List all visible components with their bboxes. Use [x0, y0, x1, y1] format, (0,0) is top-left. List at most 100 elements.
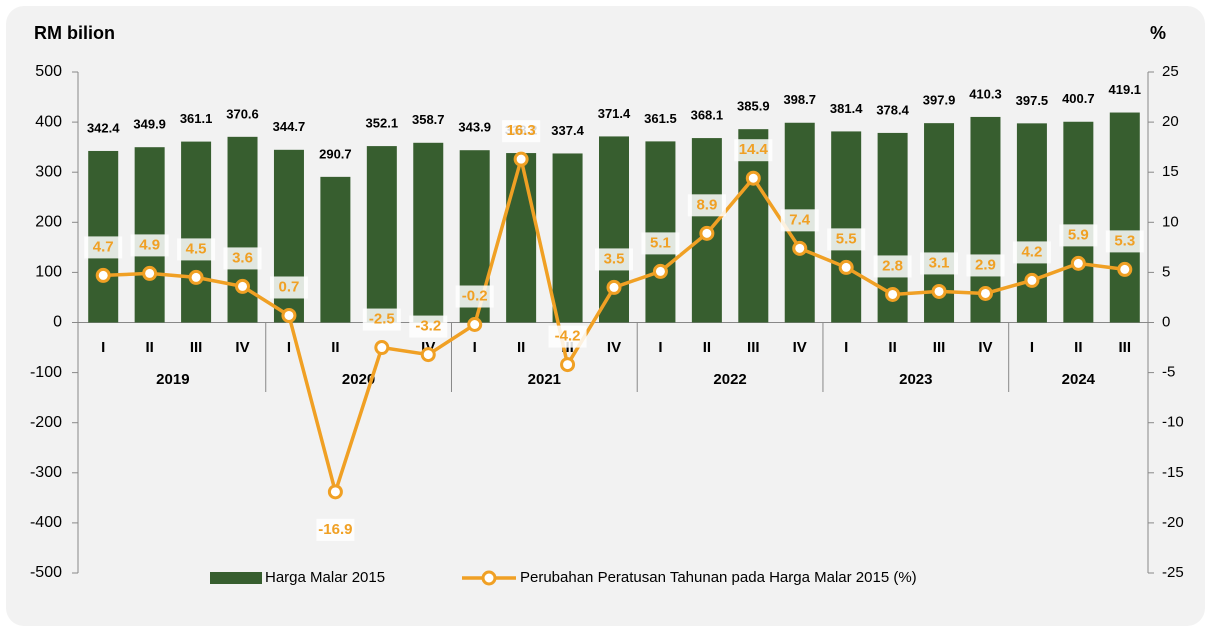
y2-tick-label: 20 — [1162, 113, 1179, 130]
bar-value-label: 344.7 — [273, 119, 306, 134]
line-value-label: 5.3 — [1114, 232, 1135, 249]
bar-value-label: 361.5 — [644, 111, 677, 126]
line-point — [281, 307, 297, 323]
line-point — [1024, 272, 1040, 288]
bar — [738, 129, 769, 323]
bar — [181, 141, 212, 323]
line-label-box — [873, 255, 912, 278]
bar-value-label: 337.4 — [551, 123, 584, 138]
line-label-box — [455, 285, 494, 308]
line-label-box — [177, 238, 216, 261]
line-point — [95, 267, 111, 283]
y-tick-label: 500 — [35, 63, 62, 80]
bar-value-label: 378.4 — [876, 102, 909, 117]
line-label-box — [548, 325, 587, 348]
line-point — [606, 279, 622, 295]
line-point — [652, 263, 668, 279]
bar — [552, 153, 583, 323]
line-point — [420, 347, 436, 363]
line-value-label: 4.5 — [186, 240, 207, 257]
line-point — [977, 285, 993, 301]
y2-tick-label: 0 — [1162, 313, 1170, 330]
line-point — [142, 265, 158, 281]
line-point — [327, 484, 343, 500]
legend-marker — [481, 570, 497, 586]
line-value-label: -16.9 — [318, 521, 352, 538]
line-label-box — [780, 209, 819, 232]
bar — [831, 131, 862, 323]
line-label-box — [595, 248, 633, 271]
line-label-box — [1105, 230, 1144, 253]
y2-tick-label: -20 — [1162, 514, 1184, 531]
x-tick-label: III — [747, 339, 760, 356]
line-value-label: 5.5 — [836, 230, 857, 247]
x-tick-label: I — [1030, 339, 1034, 356]
line-point — [560, 357, 576, 373]
line-value-label: 4.9 — [139, 236, 160, 253]
line-label-box — [1059, 224, 1098, 247]
x-tick-label: I — [101, 339, 105, 356]
bar-value-label: 358.7 — [412, 112, 445, 127]
bar — [506, 153, 537, 323]
group-label: 2021 — [528, 371, 561, 388]
group-label: 2020 — [342, 371, 375, 388]
line-point — [1117, 261, 1133, 277]
bar — [320, 176, 351, 323]
bar — [413, 142, 444, 323]
line-value-label: 2.9 — [975, 256, 996, 273]
x-tick-label: III — [1119, 339, 1132, 356]
group-label: 2019 — [156, 371, 189, 388]
x-tick-label: III — [933, 339, 946, 356]
line-point — [513, 151, 529, 167]
legend-swatch — [210, 572, 262, 584]
bar-value-label: 400.7 — [1062, 91, 1095, 106]
line-value-label: 4.2 — [1021, 243, 1042, 260]
bar-value-label: 342.4 — [87, 120, 120, 135]
bar-value-label: 385.9 — [737, 99, 770, 114]
x-tick-label: I — [287, 339, 291, 356]
line-label-box — [1012, 241, 1051, 264]
line-value-label: -4.2 — [555, 328, 581, 345]
line-value-label: 4.7 — [93, 238, 114, 255]
line-point — [188, 269, 204, 285]
y2-tick-label: 25 — [1162, 63, 1179, 80]
line-value-label: 5.9 — [1068, 226, 1089, 243]
group-label: 2022 — [713, 371, 746, 388]
x-tick-label: IV — [793, 339, 807, 356]
line-label-box — [130, 234, 169, 257]
line-point — [1070, 255, 1086, 271]
y-tick-label: 100 — [35, 264, 62, 281]
line-point — [699, 225, 715, 241]
line-value-label: -3.2 — [415, 318, 441, 335]
y-tick-label: -100 — [30, 364, 62, 381]
bar — [645, 141, 676, 323]
line-value-label: 16.3 — [507, 122, 536, 139]
bar-value-label: 419.1 — [1109, 82, 1142, 97]
line-value-label: 3.5 — [604, 250, 625, 267]
line-label-box — [734, 139, 773, 162]
line-point — [235, 278, 251, 294]
bar — [1109, 112, 1140, 323]
x-tick-label: IV — [978, 339, 992, 356]
line-point — [885, 286, 901, 302]
line-label-box — [687, 194, 726, 217]
x-tick-label: II — [517, 339, 525, 356]
y2-tick-label: -25 — [1162, 564, 1184, 581]
bar-value-label: 410.3 — [969, 86, 1002, 101]
line-value-label: 0.7 — [279, 278, 300, 295]
y2-tick-label: 10 — [1162, 213, 1179, 230]
line-value-label: 14.4 — [739, 141, 769, 158]
x-tick-label: II — [1074, 339, 1082, 356]
line-value-label: 3.6 — [232, 249, 253, 266]
line-label-box — [316, 518, 355, 541]
y2-tick-label: 5 — [1162, 263, 1170, 280]
line-label-box — [966, 254, 1005, 277]
line-label-box — [641, 232, 680, 255]
y-tick-label: 0 — [53, 314, 62, 331]
y-tick-label: -300 — [30, 464, 62, 481]
bar — [1016, 123, 1047, 323]
line-point — [374, 340, 390, 356]
group-label: 2024 — [1062, 371, 1096, 388]
bar-value-label: 361.1 — [180, 111, 213, 126]
